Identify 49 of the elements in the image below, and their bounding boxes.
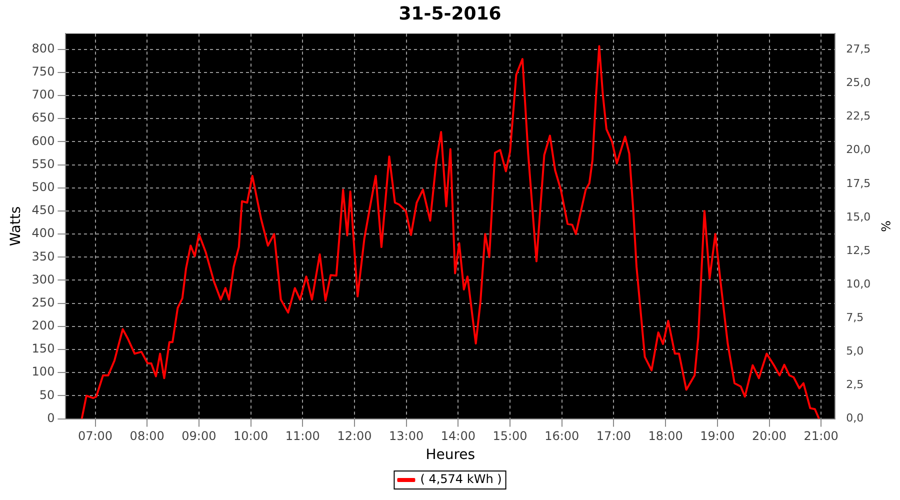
y2-tick-label: 27,5 bbox=[846, 42, 871, 56]
y-tick-label: 200 bbox=[32, 318, 55, 333]
y2-tick-label: 17,5 bbox=[846, 176, 871, 190]
x-tick-label: 17:00 bbox=[596, 429, 632, 444]
x-tick-label: 18:00 bbox=[648, 429, 683, 444]
x-tick-label: 15:00 bbox=[492, 429, 528, 444]
y-tick-label: 550 bbox=[32, 156, 55, 171]
x-tick-label: 08:00 bbox=[130, 429, 164, 444]
x-axis-title: Heures bbox=[426, 447, 476, 464]
y-tick-label: 500 bbox=[32, 180, 55, 194]
x-tick-label: 19:00 bbox=[700, 429, 735, 444]
y-tick-label: 750 bbox=[32, 64, 55, 79]
x-tick-label: 07:00 bbox=[78, 429, 113, 444]
chart-title: 31-5-2016 bbox=[398, 3, 502, 24]
x-tick-label: 09:00 bbox=[182, 429, 216, 444]
y-tick-label: 450 bbox=[32, 203, 55, 218]
x-tick-label: 12:00 bbox=[337, 429, 372, 444]
y-tick-label: 250 bbox=[32, 295, 55, 310]
x-tick-label: 20:00 bbox=[752, 429, 787, 444]
y2-tick-label: 22,5 bbox=[846, 110, 871, 123]
y2-tick-label: 7,5 bbox=[846, 310, 864, 324]
legend-label: ( 4,574 kWh ) bbox=[420, 472, 502, 486]
y-axis-title: Watts bbox=[8, 206, 24, 246]
y2-tick-label: 25,0 bbox=[846, 76, 871, 90]
y-tick-label: 100 bbox=[32, 364, 55, 379]
x-tick-label: 21:00 bbox=[804, 429, 838, 444]
y2-tick-label: 2,5 bbox=[846, 378, 864, 392]
x-tick-label: 16:00 bbox=[544, 429, 580, 444]
y-tick-label: 800 bbox=[32, 41, 55, 56]
y2-axis-title: % bbox=[878, 220, 893, 232]
y2-tick-label: 20,0 bbox=[846, 143, 871, 156]
y-tick-label: 650 bbox=[32, 110, 55, 125]
x-tick-label: 11:00 bbox=[285, 429, 320, 444]
y-tick-label: 700 bbox=[32, 88, 55, 102]
y2-tick-label: 5,0 bbox=[846, 344, 864, 358]
y2-tick-label: 12,5 bbox=[846, 244, 871, 257]
y2-tick-label: 15,0 bbox=[846, 210, 871, 224]
y-tick-label: 0 bbox=[47, 410, 55, 425]
y-tick-label: 300 bbox=[32, 272, 55, 286]
y2-tick-label: 10,0 bbox=[846, 277, 871, 290]
y-tick-label: 400 bbox=[32, 226, 55, 240]
y-tick-label: 150 bbox=[32, 342, 55, 356]
x-tick-label: 14:00 bbox=[440, 429, 476, 444]
y-tick-label: 600 bbox=[32, 134, 55, 148]
x-tick-label: 10:00 bbox=[234, 429, 268, 444]
y-tick-label: 50 bbox=[39, 388, 55, 402]
x-tick-label: 13:00 bbox=[389, 429, 424, 444]
y2-tick-label: 0,0 bbox=[846, 412, 864, 425]
y-tick-label: 350 bbox=[32, 249, 55, 264]
